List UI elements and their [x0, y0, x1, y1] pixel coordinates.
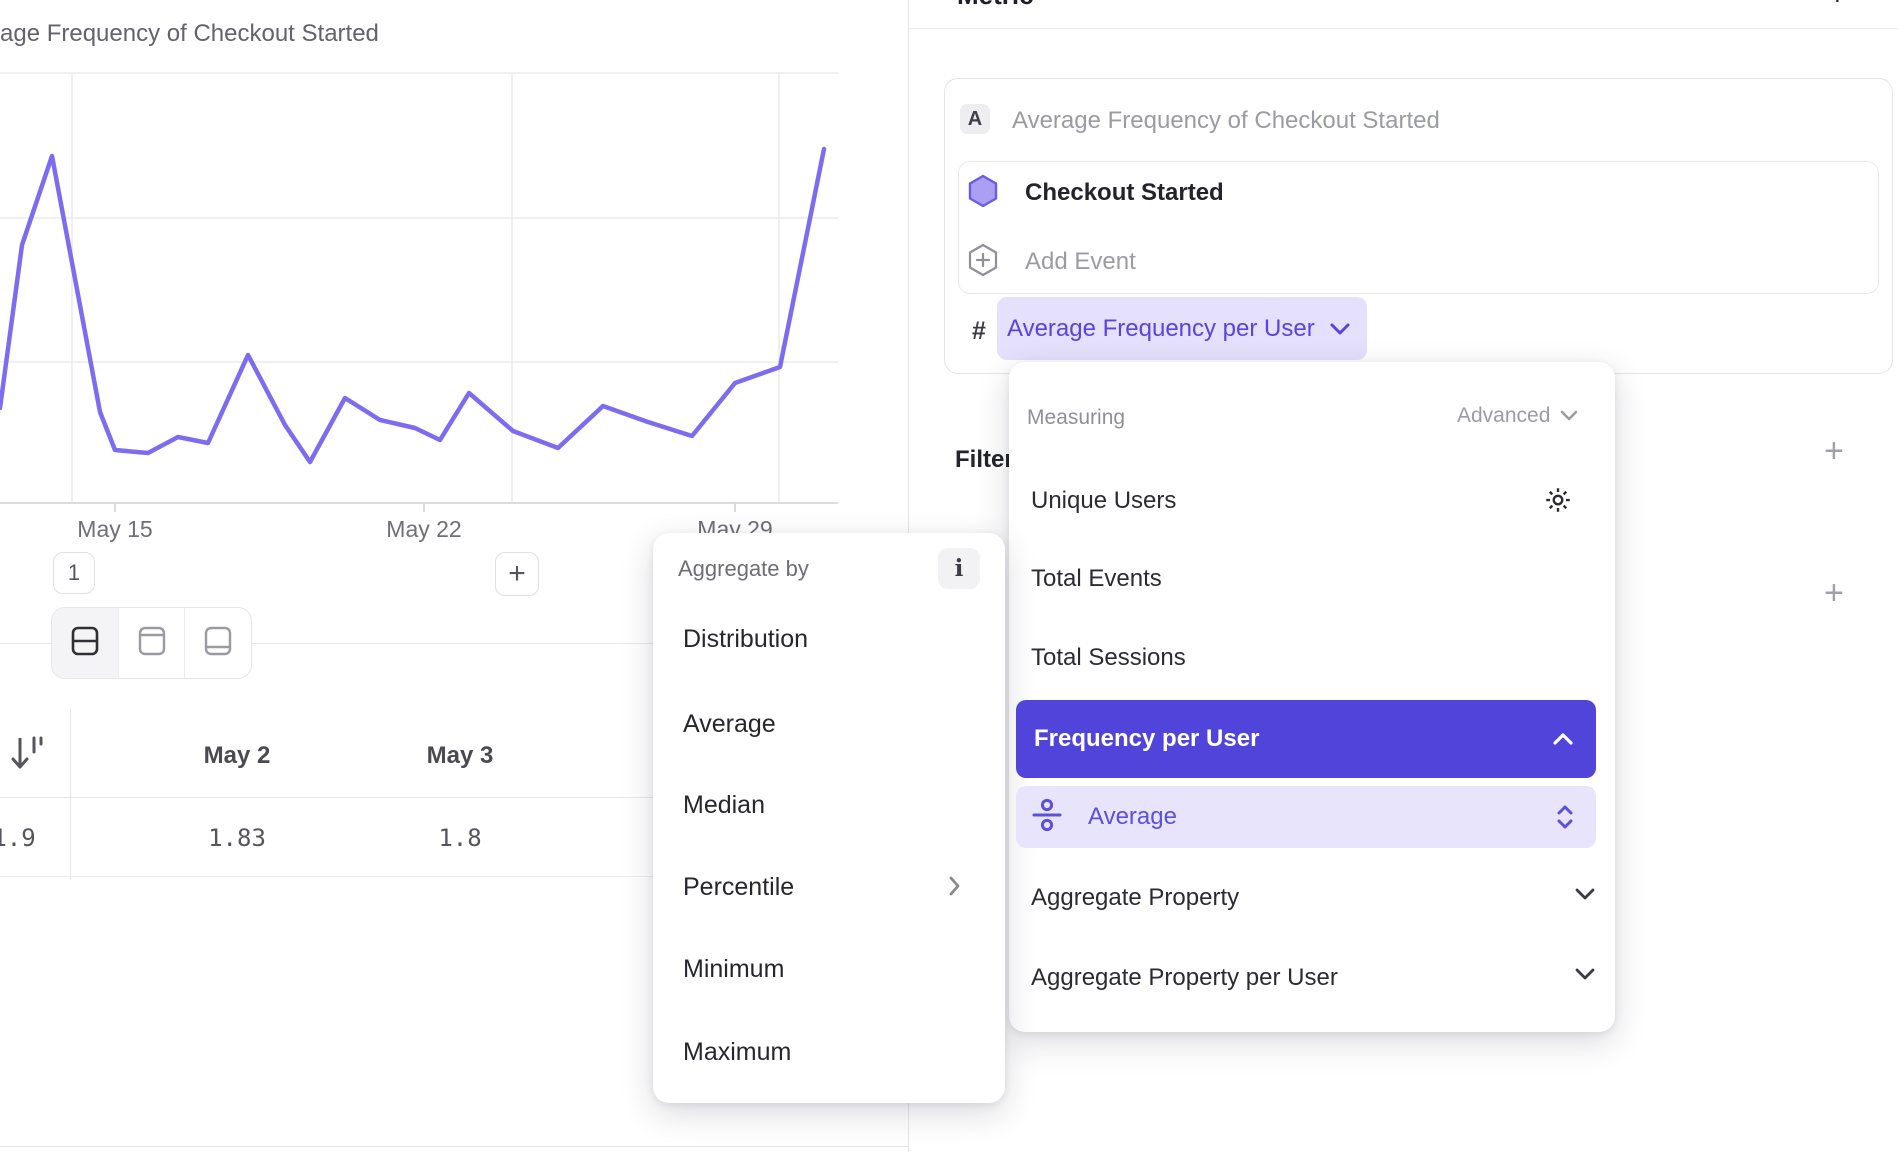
average-divide-icon — [1030, 796, 1064, 839]
bottom-bar-icon — [201, 624, 235, 663]
chevron-up-icon — [1553, 733, 1573, 745]
aggregate-by-menu — [653, 533, 1005, 1103]
layout-chart-only-toggle[interactable] — [119, 608, 186, 678]
table-header-cell[interactable]: May 3 — [426, 742, 494, 769]
advanced-toggle-label: Advanced — [1457, 404, 1551, 427]
series-badge: A — [960, 104, 990, 134]
menu-item-average[interactable]: Average — [683, 710, 776, 738]
measurement-dropdown[interactable]: Average Frequency per User — [997, 297, 1367, 360]
add-filter-button[interactable]: + — [1824, 432, 1844, 470]
add-comparison-button[interactable]: + — [495, 552, 539, 596]
menu-item-unique-users[interactable]: Unique Users — [1031, 487, 1177, 514]
chevron-down-icon[interactable] — [1575, 968, 1595, 986]
event-hexagon-icon — [967, 174, 999, 213]
panel-title: Metric — [957, 0, 1034, 10]
table-cell-value: 1.9 — [0, 824, 36, 852]
measuring-header-label: Measuring — [1027, 406, 1126, 429]
layout-table-only-toggle[interactable] — [185, 608, 251, 678]
line-chart[interactable] — [0, 0, 908, 512]
table-row-border — [0, 876, 908, 877]
menu-item-aggregate-property-per-user[interactable]: Aggregate Property per User — [1031, 964, 1338, 991]
menu-item-median[interactable]: Median — [683, 791, 765, 819]
selected-item-label: Frequency per User — [1034, 725, 1260, 752]
chevron-down-icon — [1561, 410, 1578, 421]
add-breakdown-button[interactable]: + — [1824, 574, 1844, 612]
panel-header-border — [909, 28, 1898, 29]
frequency-aggregation-selector[interactable]: Average — [1016, 786, 1596, 848]
table-header-border — [0, 797, 908, 798]
granularity-input[interactable]: 1 — [53, 552, 95, 594]
metric-title-input[interactable]: Average Frequency of Checkout Started — [1012, 107, 1440, 134]
chevron-right-icon — [948, 875, 961, 902]
chevron-down-icon[interactable] — [1575, 888, 1595, 906]
section-divider — [0, 643, 908, 644]
select-arrows-icon — [1557, 805, 1573, 829]
menu-item-frequency-per-user-selected[interactable]: Frequency per User — [1016, 700, 1596, 778]
x-axis-tick-label: May 15 — [77, 516, 153, 542]
table-column-separator — [70, 710, 71, 880]
add-event-icon — [967, 243, 999, 282]
chart-title: age Frequency of Checkout Started — [0, 20, 379, 47]
x-axis-tick-label: May 22 — [386, 516, 462, 542]
menu-item-percentile[interactable]: Percentile — [683, 873, 795, 901]
event-list-container — [958, 161, 1879, 294]
measurement-dropdown-label: Average Frequency per User — [1007, 314, 1315, 342]
measuring-dropdown-menu — [1009, 362, 1615, 1032]
table-header-cell[interactable]: May 2 — [203, 742, 271, 769]
add-event-button[interactable]: Add Event — [1025, 248, 1136, 275]
sort-descending-icon[interactable] — [10, 734, 44, 779]
gear-icon[interactable] — [1543, 485, 1573, 520]
numeric-type-icon: # — [972, 317, 986, 345]
menu-item-maximum[interactable]: Maximum — [683, 1038, 792, 1066]
top-bar-icon — [135, 624, 169, 663]
table-cell-value: 1.83 — [208, 824, 266, 852]
event-row[interactable]: Checkout Started — [1025, 179, 1224, 206]
layout-toggle-group — [51, 607, 252, 679]
advanced-mode-toggle[interactable]: Advanced — [1457, 404, 1578, 428]
left-pane-bottom-border — [0, 1146, 908, 1147]
menu-item-distribution[interactable]: Distribution — [683, 625, 809, 653]
aggregate-by-header-label: Aggregate by — [678, 556, 809, 581]
menu-item-aggregate-property[interactable]: Aggregate Property — [1031, 884, 1240, 911]
menu-item-minimum[interactable]: Minimum — [683, 955, 785, 983]
info-icon[interactable]: i — [938, 548, 980, 589]
table-cell-value: 1.8 — [438, 824, 482, 852]
add-metric-button[interactable]: + — [1828, 0, 1847, 13]
layout-split-toggle[interactable] — [52, 608, 119, 678]
chevron-down-icon — [1330, 323, 1350, 334]
menu-item-total-sessions[interactable]: Total Sessions — [1031, 644, 1186, 671]
split-rows-icon — [68, 624, 102, 663]
sub-item-label: Average — [1088, 803, 1177, 830]
menu-item-total-events[interactable]: Total Events — [1031, 565, 1162, 592]
